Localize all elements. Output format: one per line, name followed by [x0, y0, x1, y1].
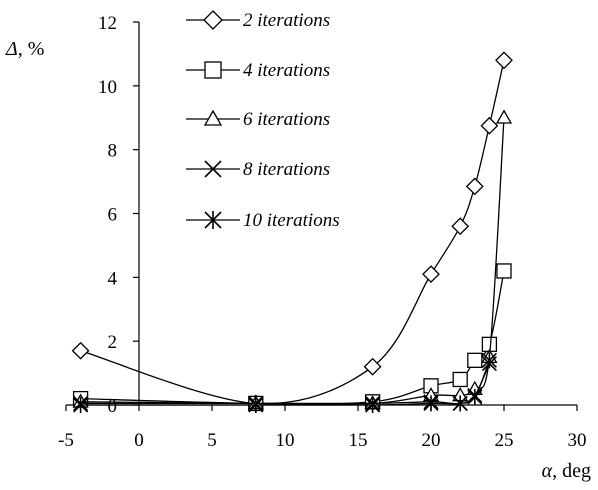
data-point-diamond [451, 217, 470, 236]
legend-label: 4 iterations [243, 60, 330, 81]
legend: 2 iterations 4 iterations 6 iterations 8 it… [186, 10, 340, 231]
data-point-asterisk [467, 389, 483, 406]
x-tick-label: -5 [58, 430, 74, 451]
data-point-asterisk [248, 397, 264, 413]
legend-label: 10 iterations [243, 210, 340, 231]
data-point-diamond [465, 177, 484, 196]
y-tick-label: 2 [108, 332, 118, 353]
x-tick-label: 25 [495, 430, 514, 451]
data-point-diamond [71, 341, 90, 360]
legend-entry: 4 iterations [186, 60, 330, 81]
legend-entry: 2 iterations [186, 10, 330, 31]
y-tick-label: 4 [108, 268, 118, 289]
y-tick-label: 10 [98, 77, 117, 98]
legend-entry: 8 iterations [186, 159, 330, 180]
x-tick-label: 10 [276, 430, 295, 451]
legend-entry: 10 iterations [186, 210, 340, 231]
y-axis-label: Δ, % [5, 38, 44, 60]
series-layer [71, 51, 513, 413]
data-point-asterisk [73, 397, 89, 413]
data-point-square [467, 352, 483, 368]
x-tick-label: 15 [349, 430, 368, 451]
data-point-square [496, 263, 512, 279]
x-axis-label: α, deg [542, 460, 591, 482]
data-point-triangle [495, 109, 513, 124]
data-point-asterisk [452, 395, 468, 412]
data-point-diamond [363, 357, 382, 376]
x-tick-label: 5 [207, 430, 217, 451]
data-point-asterisk [481, 352, 497, 369]
x-tick-label: 30 [568, 430, 587, 451]
axes: -5 0 5 10 15 20 25 30 0 2 4 6 8 10 12 [58, 13, 586, 451]
y-axis-label-symbol: Δ [5, 38, 18, 60]
data-point-square [452, 371, 468, 388]
legend-entry: 6 iterations [186, 109, 330, 130]
legend-label: 8 iterations [243, 159, 330, 180]
x-tick-label: 0 [134, 430, 144, 451]
data-point-asterisk [365, 397, 381, 413]
legend-label: 2 iterations [243, 10, 330, 31]
y-tick-label: 8 [108, 141, 118, 162]
data-point-diamond [495, 51, 513, 70]
series-line [80, 270, 505, 405]
x-axis-label-unit: , deg [552, 460, 591, 482]
data-point-diamond [422, 265, 440, 284]
data-point-square [204, 61, 222, 79]
data-point-asterisk [423, 395, 439, 412]
legend-label: 6 iterations [243, 109, 330, 130]
y-tick-label: 6 [108, 205, 118, 226]
data-point-diamond [480, 116, 499, 135]
y-tick-label: 12 [98, 13, 117, 34]
series-5 [73, 352, 497, 413]
data-point-asterisk [204, 211, 222, 229]
data-point-x [204, 160, 222, 178]
x-tick-label: 20 [422, 430, 441, 451]
data-point-triangle [203, 109, 223, 126]
data-point-diamond [203, 10, 223, 30]
y-axis-label-unit: , % [18, 38, 45, 60]
x-axis-label-symbol: α [542, 460, 553, 482]
y-tick-label: 0 [108, 396, 118, 417]
